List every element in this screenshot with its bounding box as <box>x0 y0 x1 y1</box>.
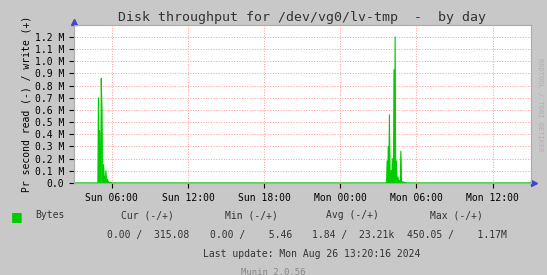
Text: 0.00 /  315.08: 0.00 / 315.08 <box>107 230 189 240</box>
Y-axis label: Pr second read (-) / write (+): Pr second read (-) / write (+) <box>22 16 32 192</box>
Text: Cur (-/+): Cur (-/+) <box>121 210 174 220</box>
Text: Avg (-/+): Avg (-/+) <box>327 210 379 220</box>
Text: 1.84 /  23.21k: 1.84 / 23.21k <box>312 230 394 240</box>
Text: Min (-/+): Min (-/+) <box>225 210 278 220</box>
Text: Max (-/+): Max (-/+) <box>430 210 483 220</box>
Title: Disk throughput for /dev/vg0/lv-tmp  -  by day: Disk throughput for /dev/vg0/lv-tmp - by… <box>118 10 486 24</box>
Text: Bytes: Bytes <box>36 210 65 220</box>
Text: RRDTOOL / TOBI OETIKER: RRDTOOL / TOBI OETIKER <box>537 58 543 151</box>
Text: Munin 2.0.56: Munin 2.0.56 <box>241 268 306 275</box>
Text: 0.00 /    5.46: 0.00 / 5.46 <box>211 230 293 240</box>
Text: 450.05 /    1.17M: 450.05 / 1.17M <box>407 230 507 240</box>
Text: Last update: Mon Aug 26 13:20:16 2024: Last update: Mon Aug 26 13:20:16 2024 <box>203 249 421 259</box>
Text: ■: ■ <box>11 210 22 223</box>
